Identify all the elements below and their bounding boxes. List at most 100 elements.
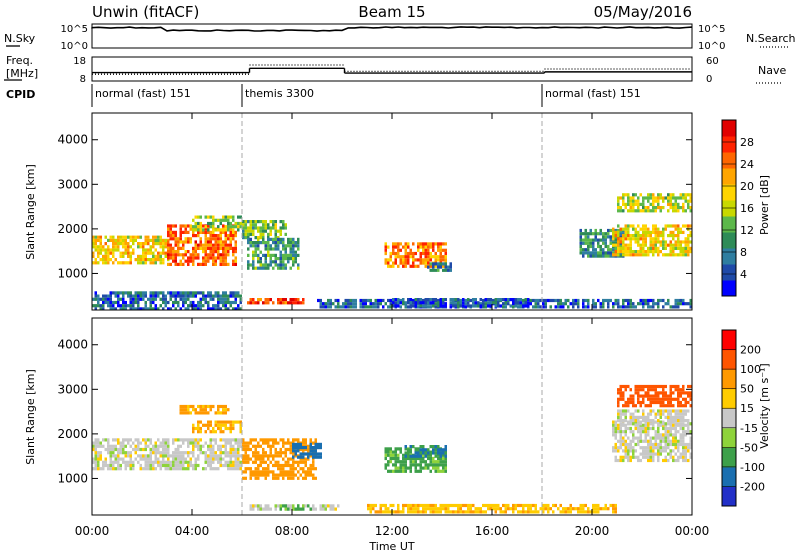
power-cell	[654, 237, 657, 241]
velocity-cell	[222, 420, 225, 424]
velocity-cell	[232, 467, 235, 471]
power-cell	[182, 262, 185, 266]
power-cell	[634, 250, 637, 254]
power-cell	[292, 301, 295, 305]
velocity-cell	[659, 449, 662, 453]
velocity-cell	[649, 394, 652, 398]
power-cell	[637, 302, 640, 306]
velocity-cell	[664, 442, 667, 447]
power-cell	[182, 243, 185, 247]
velocity-cell	[619, 391, 622, 395]
velocity-cell	[622, 430, 625, 434]
velocity-cell	[317, 446, 320, 450]
velocity-cell	[324, 504, 327, 508]
power-cell	[557, 298, 560, 303]
velocity-cell	[102, 438, 105, 442]
power-cell	[644, 196, 647, 200]
velocity-cell	[632, 452, 635, 456]
power-cell	[172, 237, 175, 241]
velocity-cell	[149, 438, 152, 442]
power-cell	[289, 244, 292, 248]
power-cell	[387, 261, 390, 265]
power-cell	[169, 224, 172, 228]
velocity-cell	[652, 397, 655, 401]
velocity-cell	[619, 446, 622, 450]
power-cell	[527, 301, 530, 305]
power-cell	[154, 258, 157, 262]
power-cell	[672, 224, 675, 228]
velocity-cell	[652, 452, 655, 456]
velocity-cell	[637, 415, 640, 419]
power-cell	[144, 300, 147, 305]
power-cell	[647, 250, 650, 254]
velocity-cell	[204, 441, 207, 445]
velocity-cell	[667, 409, 670, 413]
velocity-cell	[659, 442, 662, 447]
velocity-cell	[297, 476, 300, 480]
velocity-cell	[147, 454, 150, 458]
velocity-cell	[127, 454, 130, 458]
power-cell	[162, 307, 165, 311]
power-cell	[617, 243, 620, 247]
velocity-cell	[669, 397, 672, 401]
velocity-cell	[207, 460, 210, 464]
velocity-cell	[652, 409, 655, 413]
velocity-cell	[652, 455, 655, 459]
velocity-cell	[299, 467, 302, 471]
velocity-cell	[662, 422, 665, 426]
velocity-cell	[247, 467, 250, 471]
velocity-cell	[157, 447, 160, 452]
power-cell	[502, 298, 505, 302]
velocity-cell	[179, 438, 182, 442]
velocity-cell	[627, 455, 630, 459]
velocity-cell	[484, 510, 487, 514]
velocity-cell	[264, 473, 267, 477]
power-cell	[659, 206, 662, 210]
power-cell	[229, 227, 232, 231]
velocity-cell	[99, 441, 102, 445]
power-cell	[689, 224, 692, 228]
power-cell	[404, 248, 407, 252]
velocity-cell	[427, 453, 430, 457]
velocity-cell	[174, 451, 177, 455]
power-colorbar-tick-label: 12	[740, 224, 754, 237]
velocity-cell	[647, 449, 650, 453]
power-cell	[549, 298, 552, 303]
power-cell	[654, 230, 657, 234]
power-cell	[184, 224, 187, 228]
velocity-cell	[169, 463, 172, 468]
power-cell	[637, 230, 640, 234]
velocity-cell	[414, 447, 417, 451]
velocity-cell	[657, 430, 660, 434]
velocity-cell	[654, 439, 657, 443]
velocity-cell	[384, 507, 387, 511]
velocity-cell	[617, 409, 620, 413]
velocity-cell	[217, 447, 220, 452]
velocity-cell	[624, 423, 627, 427]
power-cell	[207, 240, 210, 244]
power-cell	[392, 298, 395, 302]
velocity-cell	[689, 439, 692, 443]
velocity-cell	[522, 510, 525, 514]
velocity-cell	[394, 456, 397, 461]
power-cell	[602, 251, 605, 255]
velocity-cell	[679, 452, 682, 456]
power-cell	[252, 232, 255, 236]
velocity-cell	[277, 463, 280, 468]
power-cell	[682, 250, 685, 254]
power-cell	[99, 251, 102, 255]
power-cell	[579, 228, 582, 233]
power-cell	[372, 302, 375, 306]
power-cell	[289, 237, 292, 241]
power-cell	[579, 248, 582, 252]
power-cell	[259, 236, 262, 240]
velocity-cell	[644, 436, 647, 440]
velocity-cell	[274, 476, 277, 480]
velocity-cell	[312, 455, 315, 459]
power-cell	[682, 230, 685, 234]
power-cell	[344, 298, 347, 303]
velocity-cell	[287, 457, 290, 461]
velocity-cell	[272, 457, 275, 461]
power-cell	[149, 251, 152, 255]
velocity-cell	[687, 449, 690, 453]
